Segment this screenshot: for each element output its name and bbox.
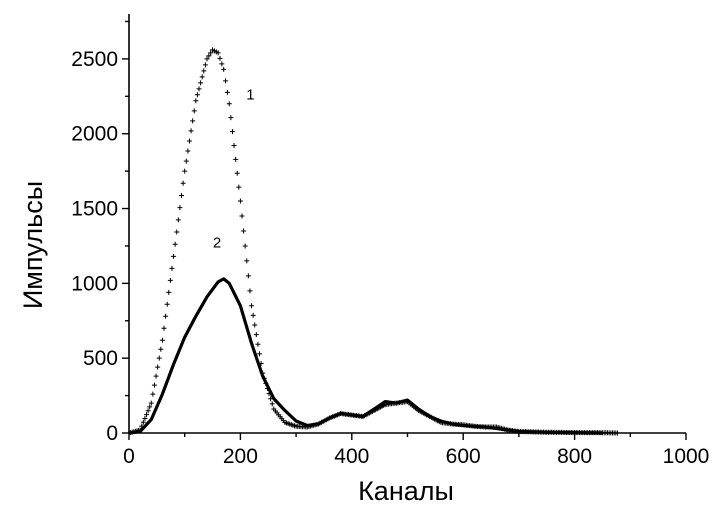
plus-marker (167, 277, 173, 283)
plus-marker (183, 158, 189, 164)
plus-marker (244, 258, 250, 264)
series-layer (126, 47, 620, 436)
plus-marker (156, 355, 162, 361)
plus-marker (250, 312, 256, 318)
plus-marker (169, 265, 175, 271)
x-tick-label: 0 (123, 445, 135, 468)
y-axis-title: Импульсы (18, 181, 48, 309)
series-label-2: 2 (213, 234, 221, 251)
plus-marker (215, 50, 221, 56)
plus-marker (237, 198, 243, 204)
plus-marker (182, 168, 188, 174)
x-tick-label: 1000 (663, 445, 710, 468)
plus-marker (206, 53, 212, 59)
plus-marker (202, 62, 208, 68)
plus-marker (147, 404, 153, 410)
plus-marker (229, 129, 235, 135)
y-tick-label: 500 (83, 347, 118, 370)
plus-marker (236, 184, 242, 190)
plus-marker (204, 56, 210, 62)
plus-marker (249, 303, 255, 309)
plus-marker (614, 430, 620, 436)
plus-marker (221, 66, 227, 72)
plus-marker (226, 101, 232, 107)
plus-marker (177, 205, 183, 211)
x-tick-label: 400 (334, 445, 369, 468)
plus-marker (208, 50, 214, 56)
plus-marker (185, 148, 191, 154)
y-tick-label: 2000 (71, 123, 118, 146)
plus-marker (186, 138, 192, 144)
plus-marker (233, 156, 239, 162)
plus-marker (155, 364, 161, 370)
plus-marker (239, 213, 245, 219)
plus-marker (174, 229, 180, 235)
plus-marker (175, 217, 181, 223)
plus-marker (223, 78, 229, 84)
plus-marker (191, 108, 197, 114)
plus-marker (163, 313, 169, 319)
plus-marker (247, 288, 253, 294)
y-tick-label: 0 (106, 422, 118, 445)
series-2-line (128, 277, 603, 435)
plus-marker (148, 400, 154, 406)
series-1-markers (126, 47, 620, 436)
x-axis-title: Каналы (358, 476, 454, 506)
plus-marker (219, 61, 225, 67)
plus-marker (196, 86, 202, 92)
plus-marker (180, 180, 186, 186)
plus-marker (179, 192, 185, 198)
plus-marker (153, 373, 159, 379)
plus-marker (241, 228, 247, 234)
plus-marker (150, 391, 156, 397)
x-tick-label: 800 (557, 445, 592, 468)
plus-marker (253, 332, 259, 338)
plus-marker (145, 408, 151, 414)
series-label-1: 1 (246, 86, 254, 103)
y-tick-label: 2500 (71, 48, 118, 71)
plus-marker (166, 289, 172, 295)
plus-marker (231, 142, 237, 148)
y-tick-label: 1500 (71, 198, 118, 221)
plus-marker (158, 346, 164, 352)
labels-layer: 12 (213, 86, 255, 251)
plus-marker (198, 80, 204, 86)
plus-marker (188, 128, 194, 134)
plus-marker (172, 241, 178, 247)
x-tick-label: 600 (446, 445, 481, 468)
plus-marker (151, 382, 157, 388)
plus-marker (164, 301, 170, 307)
plus-marker (161, 325, 167, 331)
plus-marker (269, 401, 275, 407)
plus-marker (199, 74, 205, 80)
plus-marker (140, 419, 146, 425)
plus-marker (252, 322, 258, 328)
plus-marker (194, 92, 200, 98)
plus-marker (201, 68, 207, 74)
plus-marker (144, 412, 150, 418)
plus-marker (245, 273, 251, 279)
plus-marker (242, 243, 248, 249)
x-tick-label: 200 (223, 445, 258, 468)
y-tick-label: 1000 (71, 272, 118, 295)
plus-marker (217, 55, 223, 61)
plus-marker (190, 118, 196, 124)
plus-marker (142, 415, 148, 421)
plus-marker (256, 351, 262, 357)
plus-marker (159, 337, 165, 343)
plus-marker (228, 115, 234, 121)
axes: 0 200 400 600 800 1000 0 500 1000 1500 2000 2500 (71, 14, 709, 468)
plus-marker (171, 253, 177, 259)
plus-marker (234, 170, 240, 176)
plus-marker (224, 89, 230, 95)
plus-marker (193, 98, 199, 104)
plus-marker (255, 341, 261, 347)
